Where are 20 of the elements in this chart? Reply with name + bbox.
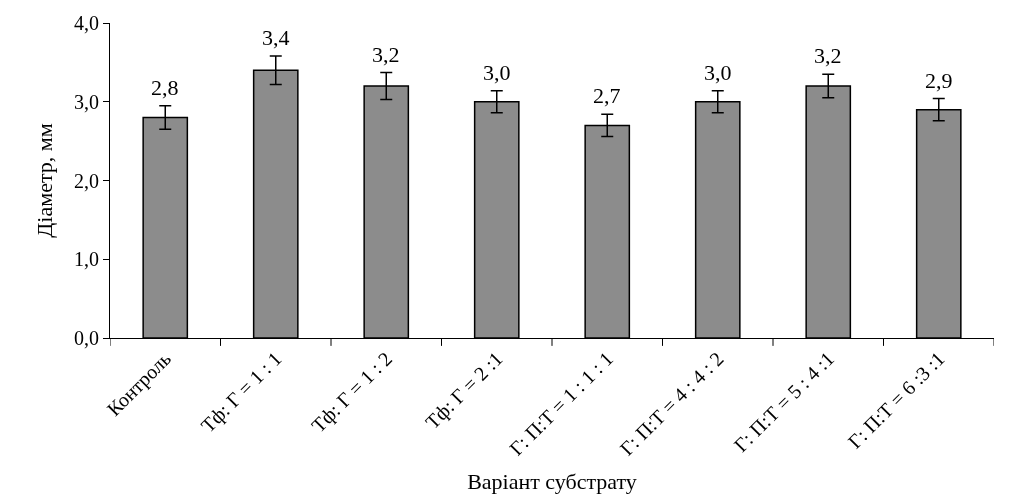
y-axis-title: Діаметр, мм	[31, 123, 57, 238]
y-tick-label: 3,0	[74, 90, 99, 113]
x-tick-label: Тф: Г = 1 : 2	[306, 347, 397, 438]
data-label: 3,2	[372, 42, 400, 67]
y-tick-label: 0,0	[74, 327, 99, 349]
data-label: 3,0	[704, 60, 732, 85]
x-tick-label: Г: П:Т = 5 : 4 :1	[729, 347, 839, 457]
data-label: 3,0	[483, 60, 511, 85]
data-label: 3,4	[262, 25, 290, 50]
x-axis-title: Варіант субстрату	[467, 469, 637, 495]
x-tick-label: Г: П:Т = 4 : 4 : 2	[615, 347, 728, 460]
y-tick-label: 1,0	[74, 248, 99, 271]
data-label: 2,7	[593, 83, 621, 108]
x-tick-label: Тф: Г = 1 : 1	[196, 347, 287, 438]
data-label: 2,9	[925, 68, 953, 93]
y-tick-label: 4,0	[74, 12, 99, 34]
x-tick-label: Г: П:Т = 6 :3 :1	[843, 347, 949, 453]
data-label: 2,8	[151, 75, 179, 100]
data-label: 3,2	[814, 43, 842, 68]
y-tick-label: 2,0	[74, 169, 99, 192]
